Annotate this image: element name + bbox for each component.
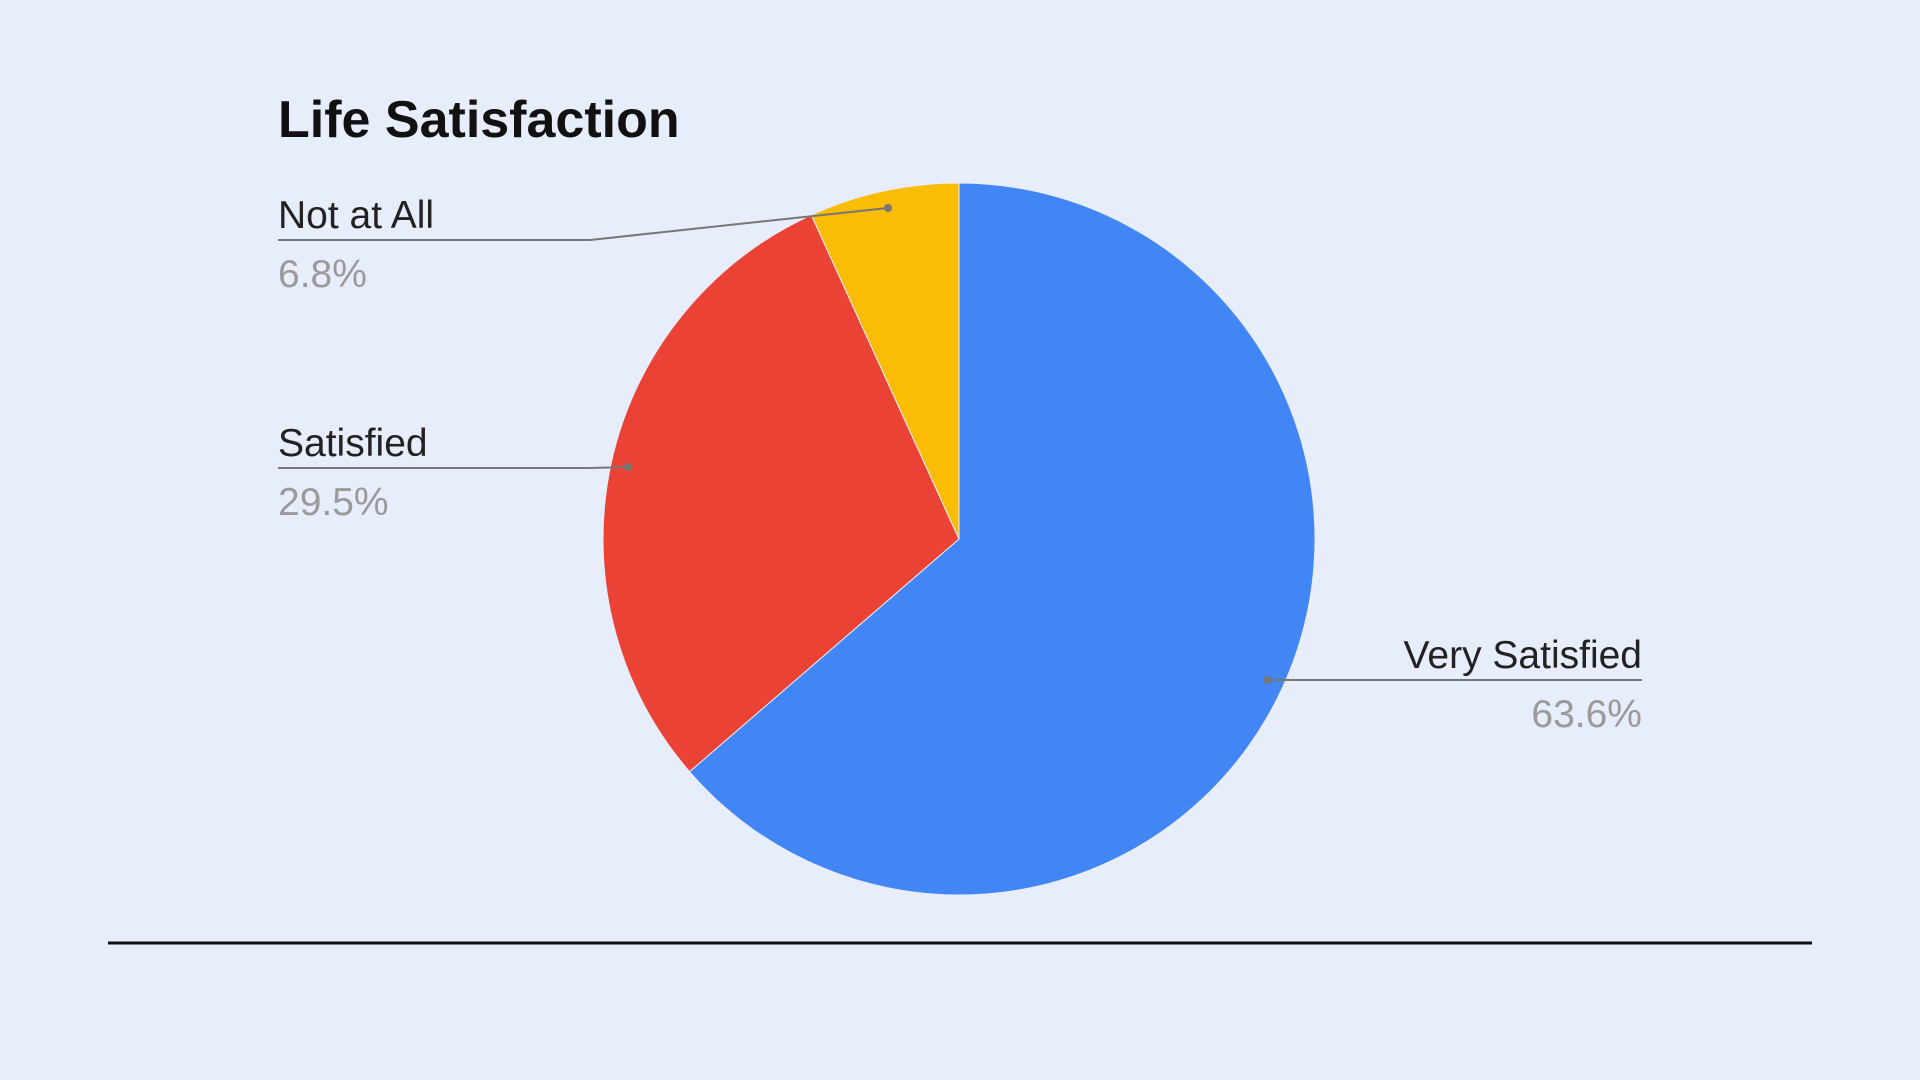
leader-dot [884,204,892,212]
leader-line [278,207,889,241]
pie-slice [688,182,1316,896]
chart-title: Life Satisfaction [278,91,680,149]
pie-slice [810,182,960,540]
slice-label: Not at All [278,194,434,237]
slice-value-label: 6.8% [278,253,367,296]
leader-dot [624,463,632,471]
slice-label: Satisfied [278,422,428,465]
leader-dot [1263,676,1271,684]
slice-value-label: 29.5% [278,481,389,524]
slice-label: Very Satisfied [1404,634,1642,677]
slice-value-label: 63.6% [1531,693,1642,736]
leader-line [278,466,629,469]
pie-slice [602,214,960,773]
